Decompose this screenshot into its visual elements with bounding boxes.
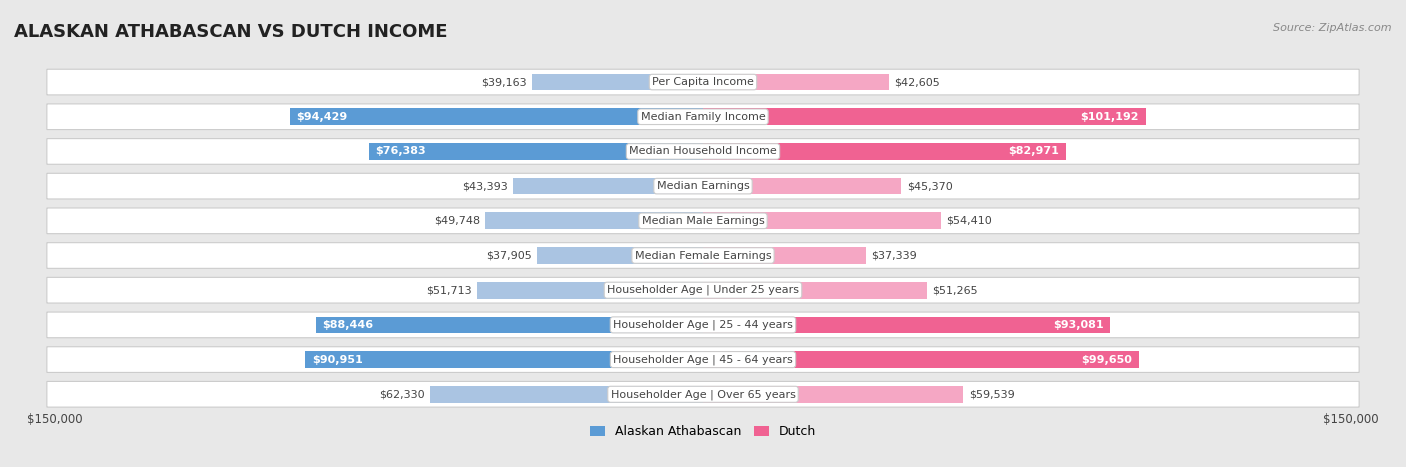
Text: $94,429: $94,429: [297, 112, 347, 122]
Text: Median Household Income: Median Household Income: [628, 147, 778, 156]
Bar: [703, 317, 1111, 333]
Text: Median Family Income: Median Family Income: [641, 112, 765, 122]
Bar: [485, 212, 703, 229]
Text: ALASKAN ATHABASCAN VS DUTCH INCOME: ALASKAN ATHABASCAN VS DUTCH INCOME: [14, 23, 447, 42]
FancyBboxPatch shape: [46, 382, 1360, 407]
Text: $99,650: $99,650: [1081, 354, 1132, 365]
Bar: [316, 317, 703, 333]
Text: Source: ZipAtlas.com: Source: ZipAtlas.com: [1274, 23, 1392, 33]
FancyBboxPatch shape: [46, 208, 1360, 234]
Text: $59,539: $59,539: [969, 389, 1015, 399]
Text: $90,951: $90,951: [312, 354, 363, 365]
Bar: [703, 386, 963, 403]
Text: $76,383: $76,383: [375, 147, 426, 156]
Bar: [477, 282, 703, 298]
FancyBboxPatch shape: [46, 277, 1360, 303]
Bar: [703, 143, 1066, 160]
Text: $51,713: $51,713: [426, 285, 471, 295]
FancyBboxPatch shape: [46, 347, 1360, 372]
Bar: [703, 178, 901, 194]
Text: $43,393: $43,393: [463, 181, 508, 191]
Text: $49,748: $49,748: [434, 216, 479, 226]
FancyBboxPatch shape: [46, 69, 1360, 95]
Bar: [368, 143, 703, 160]
Text: Median Earnings: Median Earnings: [657, 181, 749, 191]
Bar: [703, 282, 927, 298]
Text: $45,370: $45,370: [907, 181, 952, 191]
Text: $42,605: $42,605: [894, 77, 941, 87]
Bar: [537, 247, 703, 264]
Bar: [290, 108, 703, 125]
FancyBboxPatch shape: [46, 243, 1360, 269]
Text: Householder Age | Over 65 years: Householder Age | Over 65 years: [610, 389, 796, 400]
Text: $150,000: $150,000: [27, 413, 83, 426]
Bar: [703, 74, 890, 91]
FancyBboxPatch shape: [46, 139, 1360, 164]
Bar: [430, 386, 703, 403]
Text: $54,410: $54,410: [946, 216, 993, 226]
Text: $82,971: $82,971: [1008, 147, 1059, 156]
Text: $51,265: $51,265: [932, 285, 979, 295]
Text: $101,192: $101,192: [1081, 112, 1139, 122]
FancyBboxPatch shape: [46, 104, 1360, 129]
Text: $37,905: $37,905: [486, 250, 531, 261]
Bar: [531, 74, 703, 91]
Legend: Alaskan Athabascan, Dutch: Alaskan Athabascan, Dutch: [585, 420, 821, 443]
Text: $93,081: $93,081: [1053, 320, 1104, 330]
Text: Householder Age | 45 - 64 years: Householder Age | 45 - 64 years: [613, 354, 793, 365]
Text: $150,000: $150,000: [1323, 413, 1379, 426]
Text: $62,330: $62,330: [380, 389, 425, 399]
Bar: [513, 178, 703, 194]
FancyBboxPatch shape: [46, 173, 1360, 199]
Bar: [703, 247, 866, 264]
Text: $37,339: $37,339: [872, 250, 917, 261]
Text: Median Male Earnings: Median Male Earnings: [641, 216, 765, 226]
Bar: [703, 351, 1139, 368]
Text: $88,446: $88,446: [323, 320, 374, 330]
Text: Householder Age | 25 - 44 years: Householder Age | 25 - 44 years: [613, 319, 793, 330]
Text: Median Female Earnings: Median Female Earnings: [634, 250, 772, 261]
Bar: [703, 212, 941, 229]
Text: $39,163: $39,163: [481, 77, 526, 87]
Bar: [703, 108, 1146, 125]
FancyBboxPatch shape: [46, 312, 1360, 338]
Text: Householder Age | Under 25 years: Householder Age | Under 25 years: [607, 285, 799, 296]
Text: Per Capita Income: Per Capita Income: [652, 77, 754, 87]
Bar: [305, 351, 703, 368]
